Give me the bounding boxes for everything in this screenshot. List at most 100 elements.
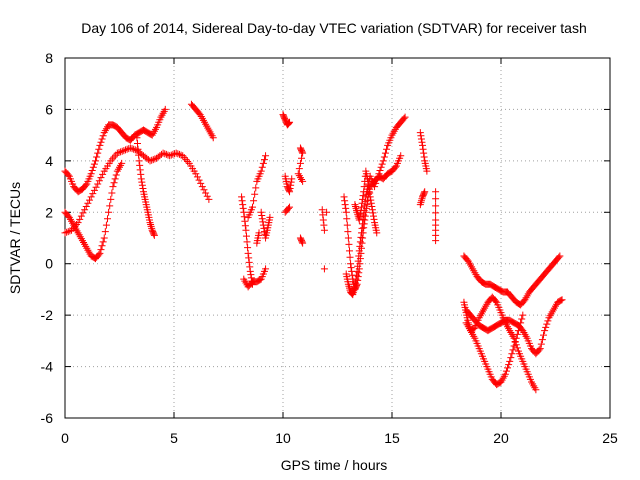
data-point [244,244,252,252]
data-point [320,221,328,229]
data-point [360,188,368,196]
data-point [506,357,514,365]
data-point [159,149,167,157]
data-point [126,144,134,152]
data-point [364,177,372,185]
data-point [259,159,267,167]
data-point [357,206,365,214]
data-point [111,175,119,183]
data-point [258,163,266,171]
data-point [420,149,428,157]
data-point [89,163,97,171]
data-point [366,193,374,201]
data-point [287,181,295,189]
data-point [108,155,116,163]
data-point [107,195,115,203]
data-point [147,222,155,230]
data-point [419,145,427,153]
data-point [161,105,169,113]
data-point [195,176,203,184]
data-point [344,228,352,236]
data-point [76,215,84,223]
y-tick-label: 6 [45,101,53,117]
data-point [175,150,183,158]
data-point [432,209,440,217]
data-point [536,345,544,353]
y-tick-label: 4 [45,153,53,169]
data-point [508,350,516,358]
data-point [318,206,326,214]
y-axis-label: SDTVAR / TECUs [7,182,23,294]
data-point [367,199,375,207]
data-point [102,221,110,229]
data-point [128,145,136,153]
data-point [136,166,144,174]
data-point [74,219,82,227]
data-point [118,147,126,155]
data-point [209,134,217,142]
data-point [537,340,545,348]
data-point [150,231,158,239]
x-axis-label: GPS time / hours [281,457,388,473]
data-point [139,185,147,192]
data-point [299,239,307,247]
data-point [243,238,251,246]
data-point [342,204,350,212]
data-point [192,170,200,178]
data-point [123,145,131,153]
data-point [250,197,258,205]
data-point [344,234,352,242]
data-point [343,215,351,223]
data-point [147,221,155,228]
data-point [248,203,256,211]
data-point [262,265,270,273]
data-point [532,386,540,394]
data-point [88,167,96,174]
data-point [82,181,90,189]
data-point [255,229,263,237]
data-point [169,150,177,158]
data-point [115,149,123,156]
data-point [120,147,128,155]
data-point [138,178,146,186]
data-point [98,242,106,250]
data-point [351,279,359,287]
data-point [374,173,382,181]
data-point [258,215,266,223]
data-point [286,185,294,192]
data-point [360,211,368,219]
data-point [135,157,143,165]
data-point [104,215,112,223]
data-point [148,156,156,164]
data-point [166,152,174,160]
data-point [358,199,366,207]
data-point [90,186,98,194]
x-tick-label: 20 [493,430,509,446]
data-point [284,204,292,212]
data-point [138,181,146,189]
data-point [371,183,379,191]
data-point [368,206,376,214]
data-point [96,249,104,257]
data-point [288,175,296,183]
data-point [90,160,98,168]
data-point [64,228,72,236]
data-point [260,156,268,164]
data-point [360,224,368,232]
data-point [109,183,117,191]
data-point [287,178,295,186]
data-point [286,118,294,126]
data-point [184,158,192,165]
data-point [356,213,364,221]
data-point [298,238,306,246]
data-point [87,193,95,201]
data-point [105,208,113,216]
data-point [95,177,103,185]
data-point [110,153,118,161]
data-point [417,197,425,205]
data-point [99,238,107,246]
data-point [89,190,97,198]
data-point [79,209,87,217]
data-point [367,196,375,204]
data-point [376,167,384,174]
